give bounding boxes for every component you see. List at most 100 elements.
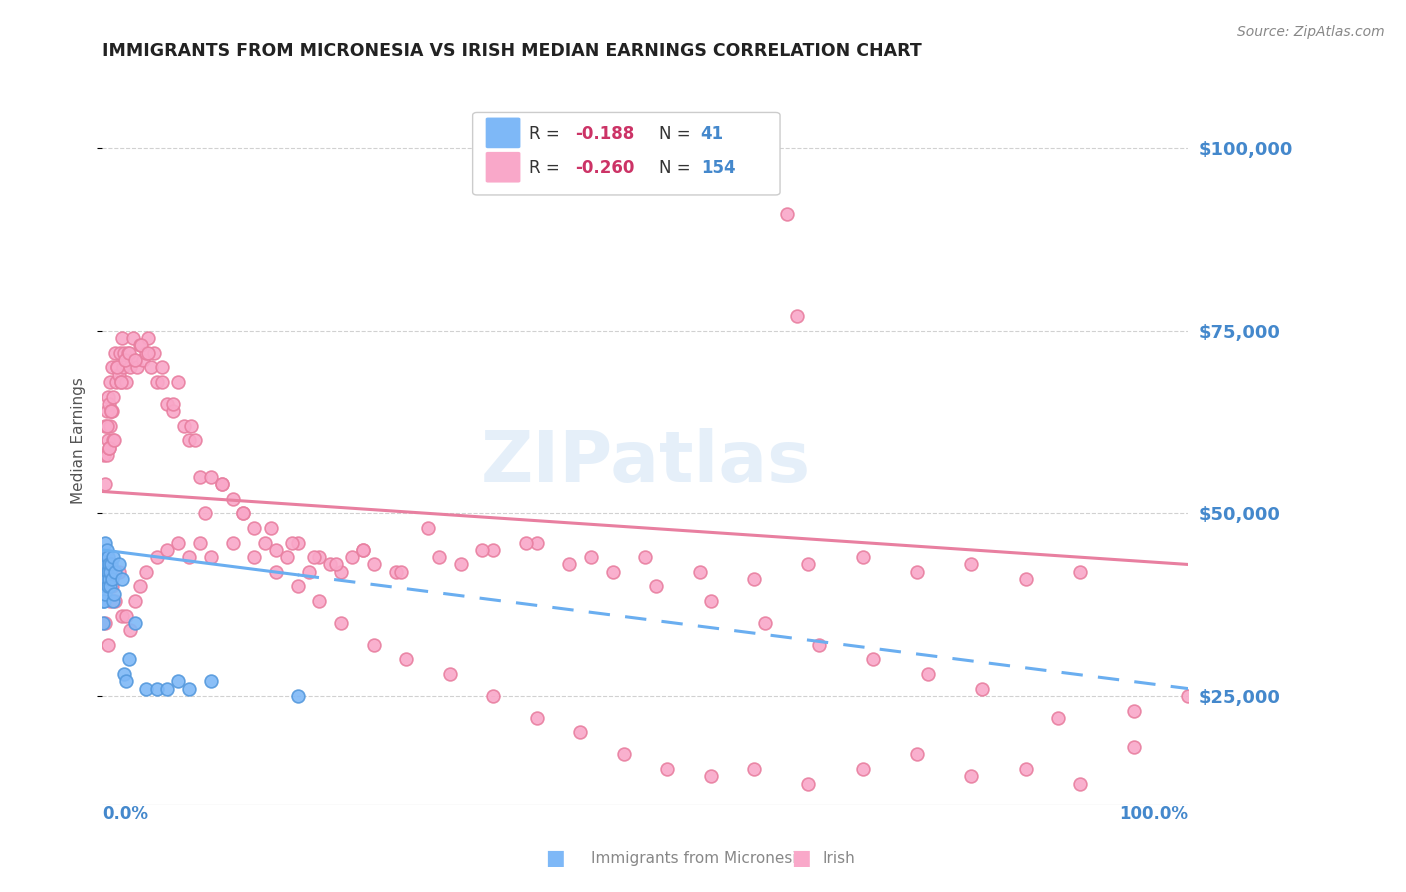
Point bbox=[111, 331, 134, 345]
Point bbox=[94, 535, 117, 549]
Point bbox=[1177, 689, 1199, 703]
Point bbox=[91, 615, 114, 630]
Point bbox=[852, 762, 875, 776]
Point bbox=[101, 360, 124, 375]
Point bbox=[136, 331, 159, 345]
Point bbox=[114, 353, 136, 368]
Point bbox=[97, 397, 120, 411]
Point bbox=[97, 638, 120, 652]
Point bbox=[124, 353, 146, 368]
Point bbox=[110, 375, 132, 389]
Point bbox=[143, 345, 166, 359]
Point bbox=[156, 681, 179, 696]
Point bbox=[104, 565, 127, 579]
Point bbox=[232, 507, 254, 521]
Point bbox=[287, 689, 309, 703]
Point bbox=[156, 542, 179, 557]
Point bbox=[211, 477, 233, 491]
Point bbox=[96, 542, 118, 557]
Point bbox=[243, 550, 266, 565]
Point bbox=[363, 558, 385, 572]
Point bbox=[150, 360, 173, 375]
Point bbox=[97, 441, 120, 455]
Text: 0.0%: 0.0% bbox=[103, 805, 148, 823]
Point bbox=[129, 338, 152, 352]
Point bbox=[150, 375, 173, 389]
Point bbox=[287, 535, 309, 549]
Point bbox=[96, 448, 118, 462]
Point bbox=[308, 550, 330, 565]
Point bbox=[94, 572, 117, 586]
Point bbox=[569, 725, 592, 739]
Text: ZIPatlas: ZIPatlas bbox=[481, 428, 810, 497]
Point bbox=[124, 594, 146, 608]
Point bbox=[482, 542, 505, 557]
Point bbox=[100, 558, 122, 572]
Point bbox=[808, 638, 831, 652]
Text: 154: 154 bbox=[700, 159, 735, 177]
Point bbox=[96, 572, 118, 586]
Point bbox=[200, 550, 222, 565]
Point bbox=[124, 353, 146, 368]
Point bbox=[786, 309, 808, 323]
Y-axis label: Median Earnings: Median Earnings bbox=[72, 377, 86, 504]
Point bbox=[1014, 572, 1036, 586]
FancyBboxPatch shape bbox=[485, 152, 520, 183]
Point bbox=[179, 681, 201, 696]
Point bbox=[121, 331, 143, 345]
Point bbox=[613, 747, 636, 762]
Point bbox=[118, 345, 141, 359]
Point bbox=[101, 390, 124, 404]
Point bbox=[91, 565, 114, 579]
Point bbox=[471, 542, 494, 557]
Point bbox=[427, 550, 450, 565]
Point bbox=[115, 375, 138, 389]
Point bbox=[96, 418, 118, 433]
Text: Source: ZipAtlas.com: Source: ZipAtlas.com bbox=[1237, 25, 1385, 39]
Point bbox=[579, 550, 602, 565]
Point bbox=[162, 404, 184, 418]
Point bbox=[111, 608, 134, 623]
Point bbox=[112, 345, 135, 359]
Point bbox=[259, 521, 281, 535]
Text: 100.0%: 100.0% bbox=[1119, 805, 1188, 823]
Point bbox=[135, 565, 157, 579]
Point bbox=[167, 375, 190, 389]
Point bbox=[352, 542, 374, 557]
Point bbox=[634, 550, 657, 565]
Point bbox=[115, 674, 138, 689]
Text: N =: N = bbox=[659, 159, 696, 177]
Point bbox=[94, 477, 117, 491]
Point bbox=[98, 565, 121, 579]
Point bbox=[94, 558, 117, 572]
FancyBboxPatch shape bbox=[485, 118, 520, 148]
Point bbox=[105, 375, 128, 389]
Point bbox=[754, 615, 776, 630]
Point bbox=[103, 587, 125, 601]
Point bbox=[94, 615, 117, 630]
Point bbox=[96, 558, 118, 572]
Point bbox=[132, 353, 155, 368]
Point bbox=[131, 338, 153, 352]
Point bbox=[179, 434, 201, 448]
Point bbox=[129, 579, 152, 593]
Point bbox=[297, 565, 319, 579]
Point bbox=[1123, 704, 1146, 718]
Point bbox=[145, 681, 167, 696]
Point bbox=[905, 565, 928, 579]
Point bbox=[173, 418, 195, 433]
Point bbox=[450, 558, 472, 572]
Point bbox=[330, 615, 353, 630]
Text: IMMIGRANTS FROM MICRONESIA VS IRISH MEDIAN EARNINGS CORRELATION CHART: IMMIGRANTS FROM MICRONESIA VS IRISH MEDI… bbox=[103, 42, 922, 60]
Point bbox=[124, 615, 146, 630]
Point bbox=[389, 565, 412, 579]
Point bbox=[94, 418, 117, 433]
Point bbox=[526, 711, 548, 725]
Point bbox=[97, 572, 120, 586]
Point bbox=[156, 397, 179, 411]
Point bbox=[188, 535, 211, 549]
Point bbox=[115, 608, 138, 623]
Point bbox=[689, 565, 711, 579]
Point bbox=[93, 550, 115, 565]
Point bbox=[645, 579, 668, 593]
